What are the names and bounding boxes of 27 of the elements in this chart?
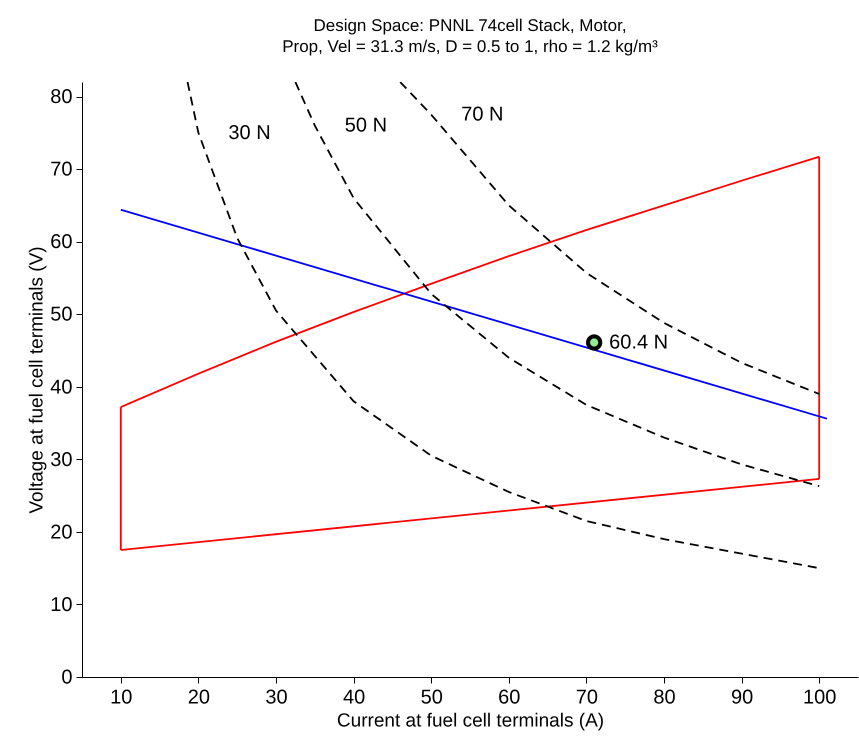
x-tick-label: 60 <box>498 686 520 708</box>
x-tick-label: 20 <box>188 686 210 708</box>
series-label: 60.4 N <box>609 331 668 354</box>
y-axis-title: Voltage at fuel cell terminals (V) <box>26 246 48 514</box>
series-label: 70 N <box>461 104 504 126</box>
x-tick-label: 70 <box>576 686 598 708</box>
y-tick-label: 30 <box>50 448 72 471</box>
y-tick-label: 70 <box>50 158 72 181</box>
x-tick-label: 80 <box>653 686 676 708</box>
x-axis-title: Current at fuel cell terminals (A) <box>336 710 604 732</box>
y-tick-label: 20 <box>50 521 72 544</box>
series-label: 50 N <box>344 114 388 137</box>
series-label: 30 N <box>228 122 271 144</box>
x-tick-label: 100 <box>803 686 836 708</box>
y-tick-label: 40 <box>50 376 72 398</box>
chart-subtitle: Prop, Vel = 31.3 m/s, D = 0.5 to 1, rho = 1.2 kg/m³ <box>282 37 658 56</box>
y-tick-label: 60 <box>50 231 72 254</box>
y-tick-label: 80 <box>50 86 72 108</box>
x-tick-label: 40 <box>342 686 366 708</box>
chart-title: Design Space: PNNL 74cell Stack, Motor, <box>313 16 627 35</box>
x-tick-label: 90 <box>730 686 754 708</box>
y-tick-label: 50 <box>50 304 72 326</box>
x-tick-label: 50 <box>420 686 443 708</box>
x-tick-label: 10 <box>110 686 132 708</box>
x-tick-label: 30 <box>265 686 288 708</box>
y-tick-label: 0 <box>61 666 72 688</box>
y-tick-label: 10 <box>50 594 72 616</box>
